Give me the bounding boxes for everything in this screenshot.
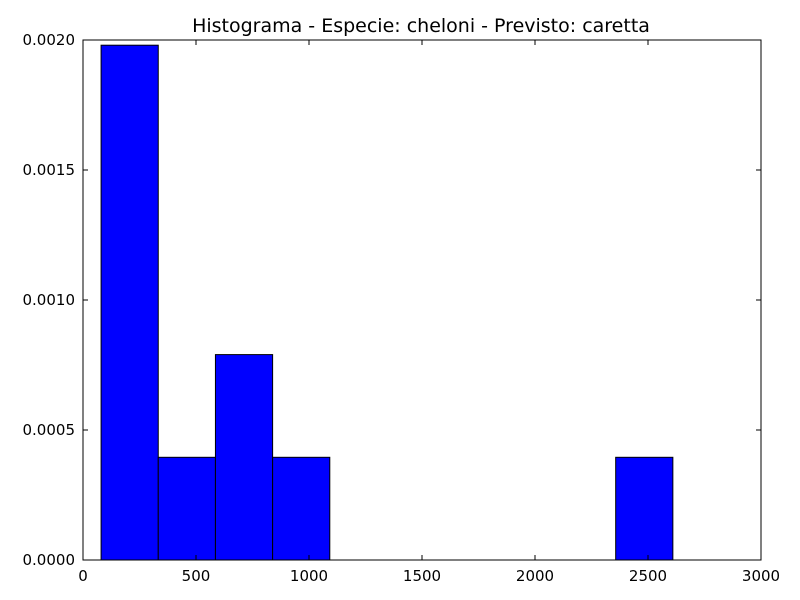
- x-tick-label: 3000: [742, 567, 780, 585]
- histogram-bar-0: [100, 44, 159, 561]
- histogram-bar-3: [272, 456, 331, 561]
- x-tick-label: 1500: [403, 567, 441, 585]
- y-tick-label: 0.0005: [23, 421, 76, 439]
- histogram-bar-1: [157, 456, 216, 561]
- x-tick-label: 2500: [629, 567, 667, 585]
- tick-labels-group: 0 500 1000 1500 2000 2500 3000 0.0000 0.0005 0.00…: [23, 31, 781, 585]
- bars-group: [100, 44, 674, 561]
- y-tick-label: 0.0010: [23, 291, 76, 309]
- x-tick-label: 1000: [290, 567, 328, 585]
- y-tick-label: 0.0000: [23, 551, 76, 569]
- x-tick-label: 0: [78, 567, 88, 585]
- plot-frame: [82, 39, 762, 561]
- x-tick-label: 2000: [516, 567, 554, 585]
- x-tick-label: 500: [182, 567, 211, 585]
- histogram-bar-2: [214, 354, 274, 561]
- y-tick-label: 0.0020: [23, 31, 76, 49]
- y-tick-label: 0.0015: [23, 161, 76, 179]
- chart-title: Histograma - Especie: cheloni - Previsto…: [192, 15, 650, 37]
- histogram-bar-9: [615, 456, 674, 561]
